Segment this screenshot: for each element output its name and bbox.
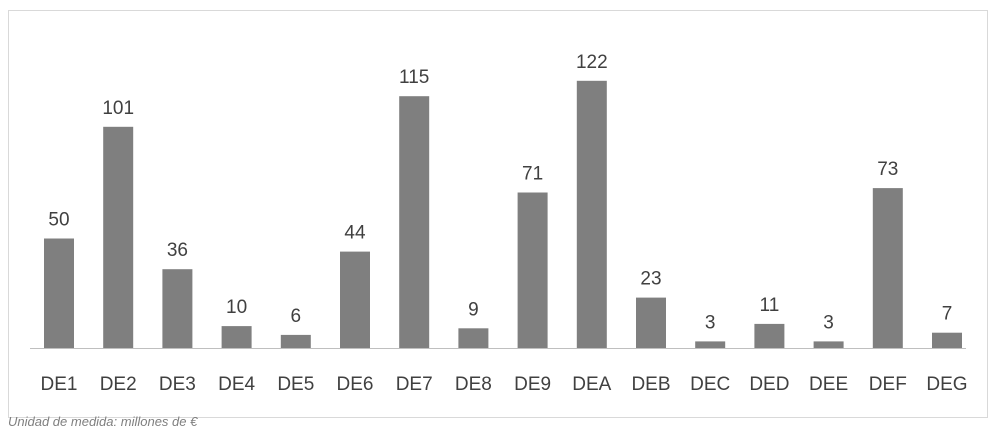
x-tick-label-DEE: DEE — [809, 374, 848, 395]
bar-DEG — [932, 333, 962, 348]
bar-DE4 — [222, 326, 252, 348]
x-tick-label-DE6: DE6 — [337, 374, 374, 395]
data-label-DE2: 101 — [102, 98, 134, 119]
x-tick-label-DE2: DE2 — [100, 374, 137, 395]
data-label-DEA: 122 — [576, 52, 608, 73]
x-tick-label-DEA: DEA — [572, 374, 611, 395]
data-label-DE7: 115 — [399, 67, 429, 88]
bar-DE7 — [399, 96, 429, 348]
bar-DEF — [873, 188, 903, 348]
data-label-DE1: 50 — [48, 210, 69, 231]
bar-DE1 — [44, 239, 74, 349]
data-label-DEC: 3 — [705, 312, 716, 333]
x-tick-label-DEF: DEF — [869, 374, 907, 395]
x-tick-label-DE8: DE8 — [455, 374, 492, 395]
data-label-DE4: 10 — [226, 297, 247, 318]
data-label-DED: 11 — [760, 295, 780, 316]
x-tick-label-DED: DED — [749, 374, 789, 395]
bar-DED — [754, 324, 784, 348]
x-tick-label-DE5: DE5 — [277, 374, 314, 395]
x-tick-label-DE3: DE3 — [159, 374, 196, 395]
bar-DE2 — [103, 127, 133, 348]
data-label-DE9: 71 — [522, 164, 543, 185]
bar-DE5 — [281, 335, 311, 348]
data-label-DEF: 73 — [877, 159, 898, 180]
bar-DE6 — [340, 252, 370, 348]
bars-layer — [44, 81, 962, 348]
x-tick-label-DE1: DE1 — [41, 374, 78, 395]
x-tick-label-DEG: DEG — [926, 374, 967, 395]
bar-DEC — [695, 341, 725, 348]
x-tick-label-DE7: DE7 — [396, 374, 433, 395]
data-label-DEG: 7 — [942, 304, 953, 325]
x-tick-labels-layer: DE1 DE2 DE3 DE4 DE5 DE6 DE7 DE8 DE9 DEA DEB DEC DED D… — [41, 374, 968, 395]
data-label-DE6: 44 — [344, 223, 366, 244]
data-label-DE3: 36 — [167, 240, 188, 261]
x-tick-label-DEB: DEB — [631, 374, 670, 395]
x-tick-label-DEC: DEC — [690, 374, 730, 395]
data-label-DEE: 3 — [823, 312, 834, 333]
bar-DEA — [577, 81, 607, 348]
bar-DEB — [636, 298, 666, 348]
bar-DE3 — [162, 269, 192, 348]
data-label-DEB: 23 — [640, 269, 661, 290]
x-tick-label-DE4: DE4 — [218, 374, 255, 395]
unit-footnote: Unidad de medida: millones de € — [8, 414, 197, 429]
data-label-DE8: 9 — [468, 299, 479, 320]
bar-DE8 — [458, 328, 488, 348]
data-label-DE5: 6 — [291, 306, 302, 327]
bar-DEE — [814, 341, 844, 348]
x-tick-label-DE9: DE9 — [514, 374, 551, 395]
bar-DE9 — [518, 193, 548, 349]
